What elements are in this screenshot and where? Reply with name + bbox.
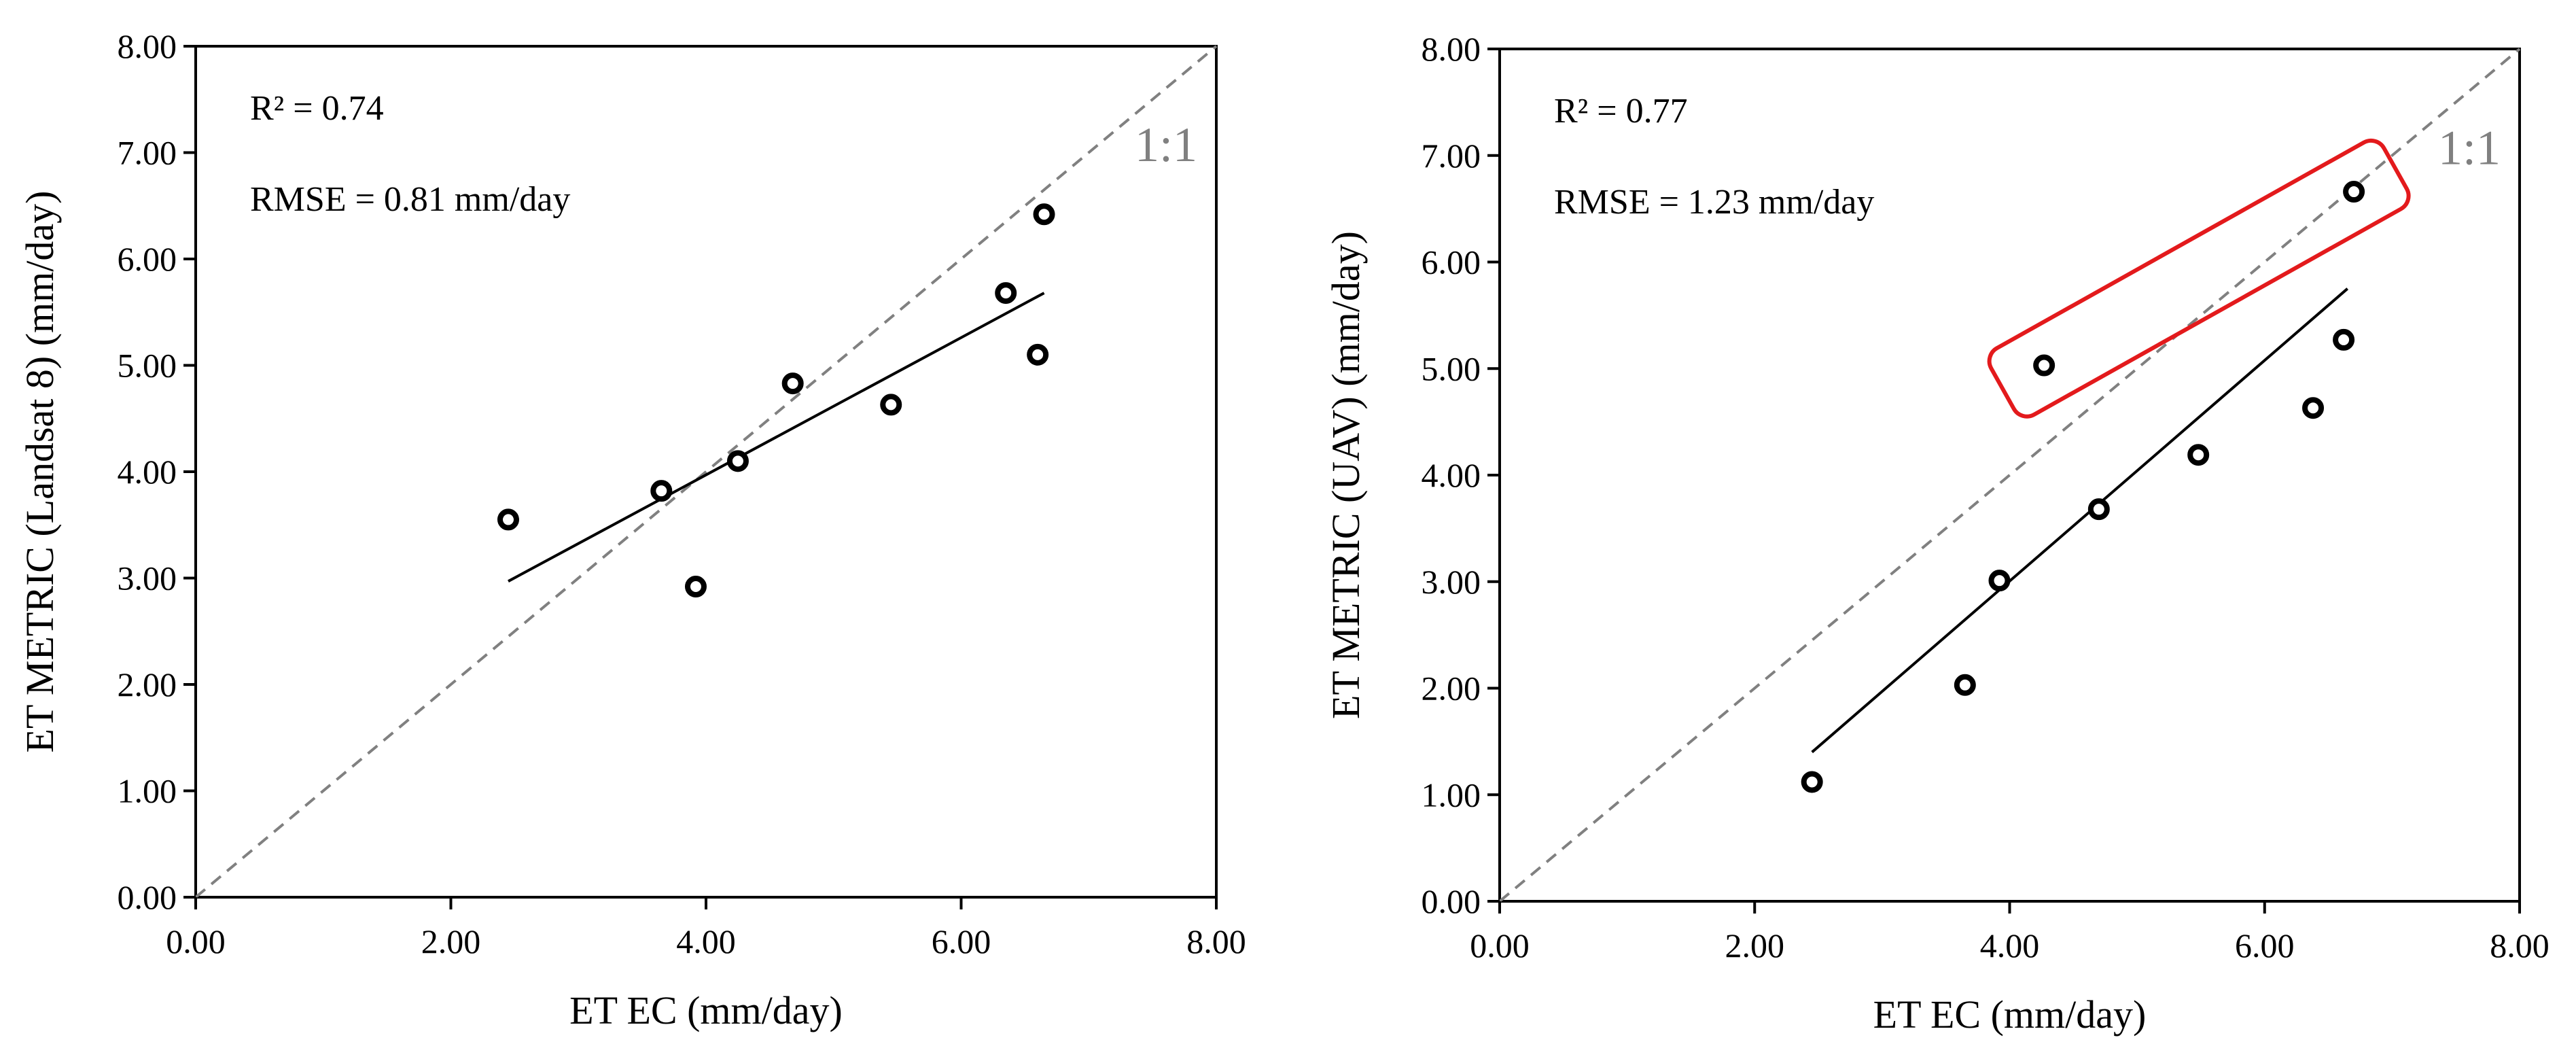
data-point [2033, 354, 2055, 377]
y-tick-label: 4.00 [1422, 456, 1481, 494]
data-point [1954, 674, 1976, 696]
x-tick-label: 6.00 [932, 922, 991, 960]
data-point [2333, 328, 2355, 351]
y-tick-label: 6.00 [1422, 243, 1481, 281]
x-tick-label: 0.00 [166, 922, 226, 960]
data-point [880, 394, 902, 416]
x-tick-label: 8.00 [1186, 922, 1246, 960]
x-tick-label: 4.00 [1980, 926, 2040, 964]
x-tick-label: 0.00 [1470, 926, 1530, 964]
x-tick-label: 6.00 [2235, 926, 2295, 964]
chart-landsat: 1:1 0.00 2.00 4.00 6.00 8.00 0.00 1.00 2.00 3.00 4… [18, 27, 1246, 1032]
data-point [497, 508, 519, 531]
data-point [781, 372, 804, 395]
y-tick-label: 7.00 [118, 134, 177, 172]
y-tick-label: 8.00 [1422, 30, 1481, 68]
x-tick-label: 2.00 [1725, 926, 1785, 964]
data-point [995, 282, 1017, 305]
y-tick-label: 6.00 [118, 240, 177, 278]
one-to-one-line [1498, 48, 2521, 903]
y-tick-label: 4.00 [118, 453, 177, 491]
data-point [650, 480, 673, 502]
y-tick-label: 2.00 [1422, 669, 1481, 708]
data-point [1801, 771, 1823, 793]
y-tick-label: 0.00 [1422, 882, 1481, 920]
data-point [2187, 444, 2210, 466]
data-point [726, 450, 749, 472]
rmse-label: RMSE = 1.23 mm/day [1554, 183, 1874, 222]
y-tick-label: 7.00 [1422, 137, 1481, 175]
y-tick-label: 2.00 [118, 665, 177, 703]
y-tick-label: 3.00 [118, 559, 177, 597]
x-tick-label: 2.00 [421, 922, 481, 960]
x-tick-label: 4.00 [676, 922, 736, 960]
regression-line [508, 292, 1045, 582]
data-point [1033, 203, 1055, 226]
r-squared-label: R² = 0.77 [1554, 92, 1688, 131]
data-point [1988, 570, 2011, 592]
y-tick-label: 1.00 [118, 772, 177, 810]
y-tick-label: 5.00 [118, 347, 177, 385]
one-to-one-label: 1:1 [1135, 118, 1197, 172]
regression-line [1811, 288, 2349, 754]
data-point [684, 576, 707, 598]
r-squared-label: R² = 0.74 [250, 89, 384, 128]
y-tick-label: 3.00 [1422, 563, 1481, 601]
data-point [1027, 343, 1049, 366]
y-axis-title: ET METRIC (Landsat 8) (mm/day) [18, 191, 62, 753]
chart-uav: 1:1 0.00 2.00 4.00 6.00 8.00 0.00 1.00 2.00 3.00 4… [1324, 30, 2549, 1037]
rmse-label: RMSE = 0.81 mm/day [250, 180, 570, 219]
y-tick-label: 8.00 [118, 27, 177, 65]
y-tick-label: 1.00 [1422, 776, 1481, 814]
y-tick-label: 0.00 [118, 878, 177, 916]
one-to-one-line [194, 45, 1218, 899]
data-point [2343, 181, 2365, 203]
data-point [2302, 397, 2325, 419]
y-axis-title: ET METRIC (UAV) (mm/day) [1324, 231, 1368, 719]
one-to-one-label: 1:1 [2438, 120, 2501, 175]
x-axis-title: ET EC (mm/day) [1873, 992, 2147, 1037]
highlight-box [1987, 138, 2411, 419]
x-axis-title: ET EC (mm/day) [569, 988, 843, 1032]
data-point [2087, 498, 2110, 521]
x-tick-label: 8.00 [2490, 926, 2549, 964]
y-tick-label: 5.00 [1422, 349, 1481, 387]
